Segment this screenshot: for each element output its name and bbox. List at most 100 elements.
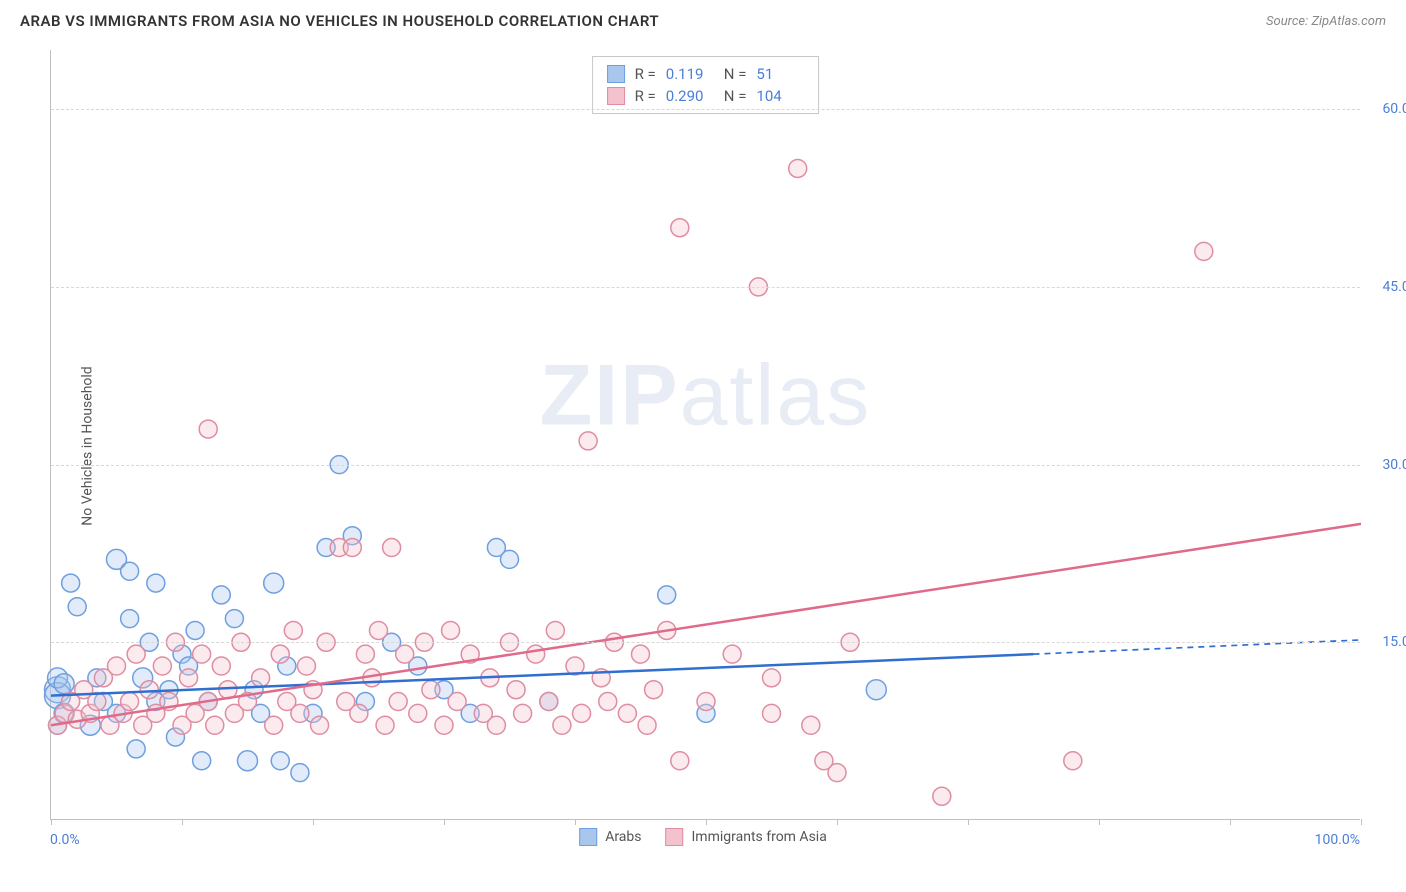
data-point-asia <box>271 645 289 663</box>
data-point-asia <box>291 704 309 722</box>
scatter-svg <box>51 50 1360 819</box>
legend-row-arabs: R =0.119N =51 <box>607 63 805 85</box>
data-point-asia <box>435 716 453 734</box>
data-point-asia <box>645 681 663 699</box>
data-point-asia <box>527 645 545 663</box>
data-point-arabs <box>121 562 139 580</box>
chart-plot-area: ZIPatlas R =0.119N =51R =0.290N =104 15.… <box>50 50 1360 820</box>
x-tick <box>313 819 314 825</box>
data-point-asia <box>311 716 329 734</box>
data-point-asia <box>632 645 650 663</box>
data-point-asia <box>343 539 361 557</box>
x-axis-min-label: 0.0% <box>50 832 80 848</box>
data-point-asia <box>442 621 460 639</box>
x-tick <box>575 819 576 825</box>
data-point-asia <box>409 704 427 722</box>
data-point-asia <box>140 681 158 699</box>
data-point-arabs <box>658 586 676 604</box>
data-point-asia <box>180 669 198 687</box>
correlation-legend: R =0.119N =51R =0.290N =104 <box>592 56 820 114</box>
data-point-arabs <box>147 574 165 592</box>
data-point-asia <box>553 716 571 734</box>
data-point-asia <box>422 681 440 699</box>
source-attribution: Source: ZipAtlas.com <box>1266 14 1386 29</box>
data-point-arabs <box>866 680 886 700</box>
x-tick <box>51 819 52 825</box>
r-value-arabs: 0.119 <box>666 65 714 83</box>
data-point-asia <box>507 681 525 699</box>
data-point-asia <box>88 693 106 711</box>
data-point-arabs <box>54 674 74 694</box>
data-point-asia <box>599 693 617 711</box>
data-point-asia <box>153 657 171 675</box>
data-point-asia <box>933 787 951 805</box>
x-tick <box>182 819 183 825</box>
data-point-asia <box>828 764 846 782</box>
data-point-asia <box>356 645 374 663</box>
chart-title: ARAB VS IMMIGRANTS FROM ASIA NO VEHICLES… <box>20 12 659 30</box>
legend-swatch-asia <box>607 87 625 105</box>
data-point-asia <box>697 693 715 711</box>
gridline <box>51 642 1360 643</box>
data-point-arabs <box>62 574 80 592</box>
data-point-asia <box>763 704 781 722</box>
data-point-asia <box>206 716 224 734</box>
data-point-asia <box>199 420 217 438</box>
legend-row-asia: R =0.290N =104 <box>607 85 805 107</box>
data-point-arabs <box>238 751 258 771</box>
data-point-arabs <box>264 573 284 593</box>
data-point-arabs <box>291 764 309 782</box>
data-point-asia <box>671 219 689 237</box>
data-point-arabs <box>225 610 243 628</box>
y-tick-label: 15.0% <box>1382 634 1406 650</box>
data-point-asia <box>108 657 126 675</box>
source-name: ZipAtlas.com <box>1311 14 1386 29</box>
series-label-arabs: Arabs <box>605 829 641 845</box>
data-point-asia <box>297 657 315 675</box>
data-point-arabs <box>127 740 145 758</box>
x-tick <box>1230 819 1231 825</box>
x-tick <box>706 819 707 825</box>
data-point-asia <box>723 645 741 663</box>
data-point-asia <box>789 159 807 177</box>
data-point-arabs <box>212 586 230 604</box>
series-label-asia: Immigrants from Asia <box>692 829 827 845</box>
data-point-asia <box>127 645 145 663</box>
data-point-asia <box>573 704 591 722</box>
y-tick-label: 60.0% <box>1382 101 1406 117</box>
legend-swatch-arabs <box>607 65 625 83</box>
r-label: R = <box>635 87 656 105</box>
data-point-asia <box>193 645 211 663</box>
data-point-arabs <box>193 752 211 770</box>
data-point-asia <box>252 669 270 687</box>
series-legend-item-asia: Immigrants from Asia <box>666 828 827 846</box>
data-point-asia <box>389 693 407 711</box>
data-point-asia <box>618 704 636 722</box>
data-point-arabs <box>186 621 204 639</box>
r-label: R = <box>635 65 656 83</box>
data-point-asia <box>121 693 139 711</box>
data-point-arabs <box>121 610 139 628</box>
data-point-arabs <box>501 550 519 568</box>
x-axis-max-label: 100.0% <box>1315 832 1360 848</box>
x-tick <box>1361 819 1362 825</box>
data-point-asia <box>350 704 368 722</box>
x-tick <box>837 819 838 825</box>
data-point-asia <box>763 669 781 687</box>
x-tick <box>444 819 445 825</box>
source-prefix: Source: <box>1266 14 1311 29</box>
r-value-asia: 0.290 <box>666 87 714 105</box>
n-value-arabs: 51 <box>756 65 804 83</box>
data-point-asia <box>638 716 656 734</box>
data-point-asia <box>383 539 401 557</box>
data-point-asia <box>370 621 388 639</box>
data-point-asia <box>546 621 564 639</box>
n-value-asia: 104 <box>756 87 804 105</box>
data-point-asia <box>1195 242 1213 260</box>
data-point-asia <box>284 621 302 639</box>
data-point-asia <box>376 716 394 734</box>
data-point-asia <box>514 704 532 722</box>
series-legend: Arabs Immigrants from Asia <box>579 828 827 846</box>
data-point-asia <box>448 693 466 711</box>
y-tick-label: 45.0% <box>1382 279 1406 295</box>
